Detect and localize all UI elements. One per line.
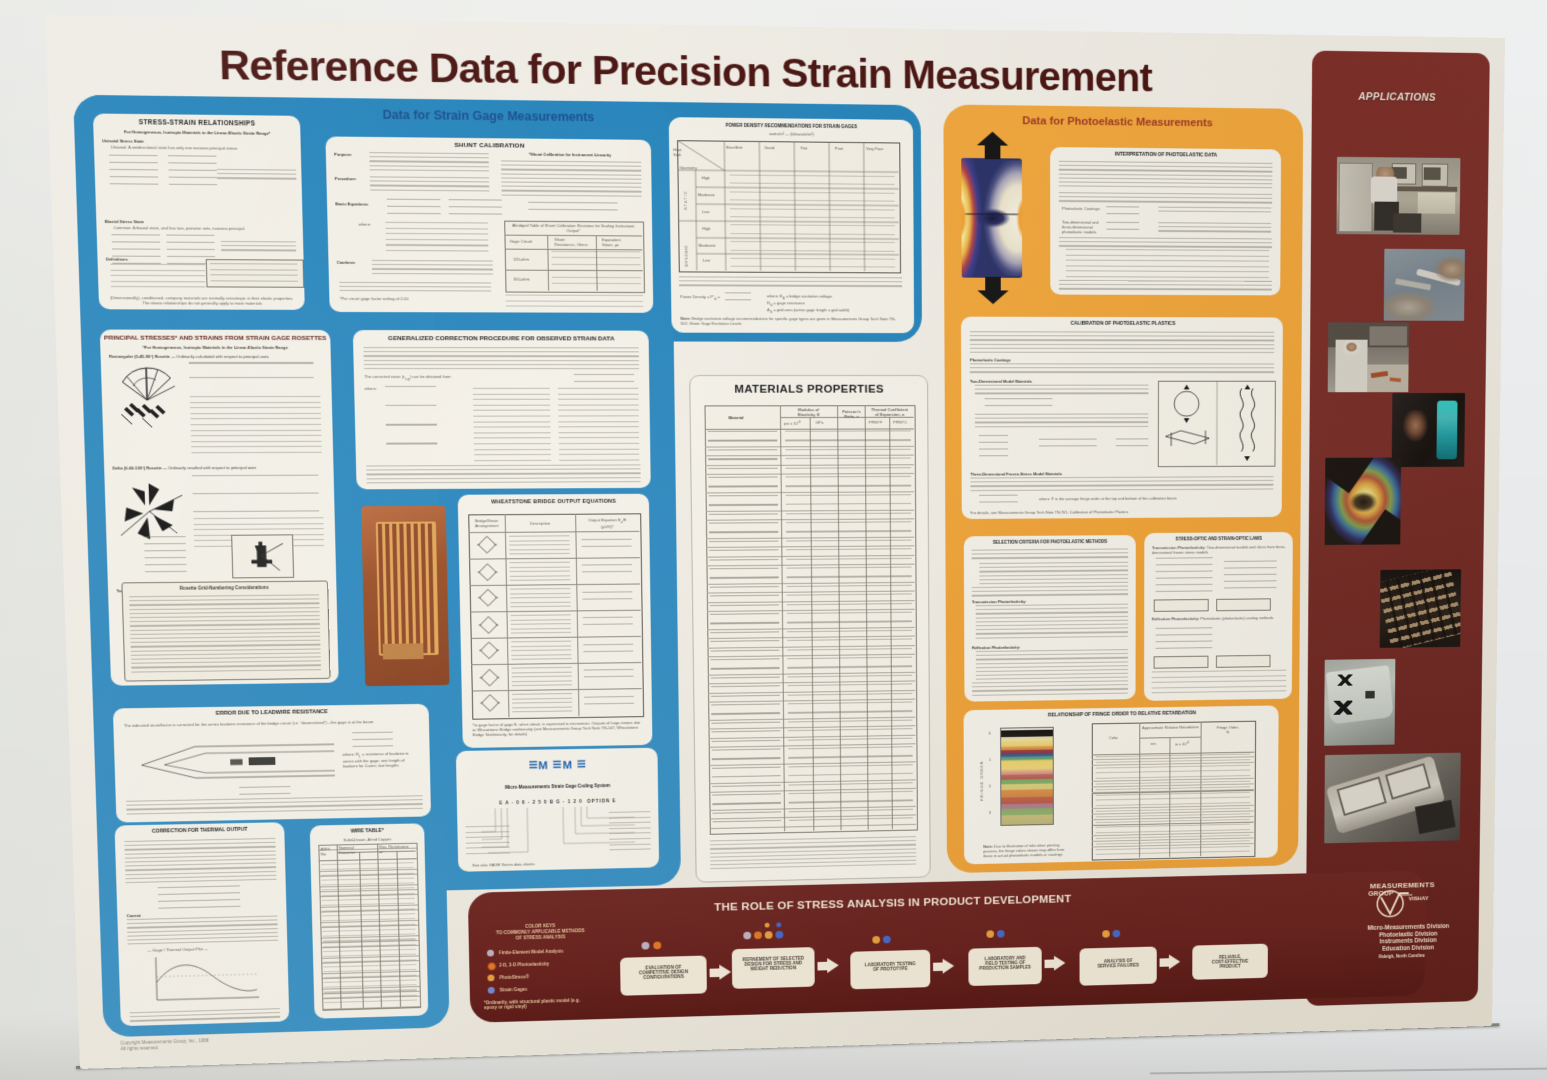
svg-text:M: M [563,759,573,772]
svg-text:VISHAY: VISHAY [1409,896,1430,903]
svg-text:M: M [538,759,548,772]
